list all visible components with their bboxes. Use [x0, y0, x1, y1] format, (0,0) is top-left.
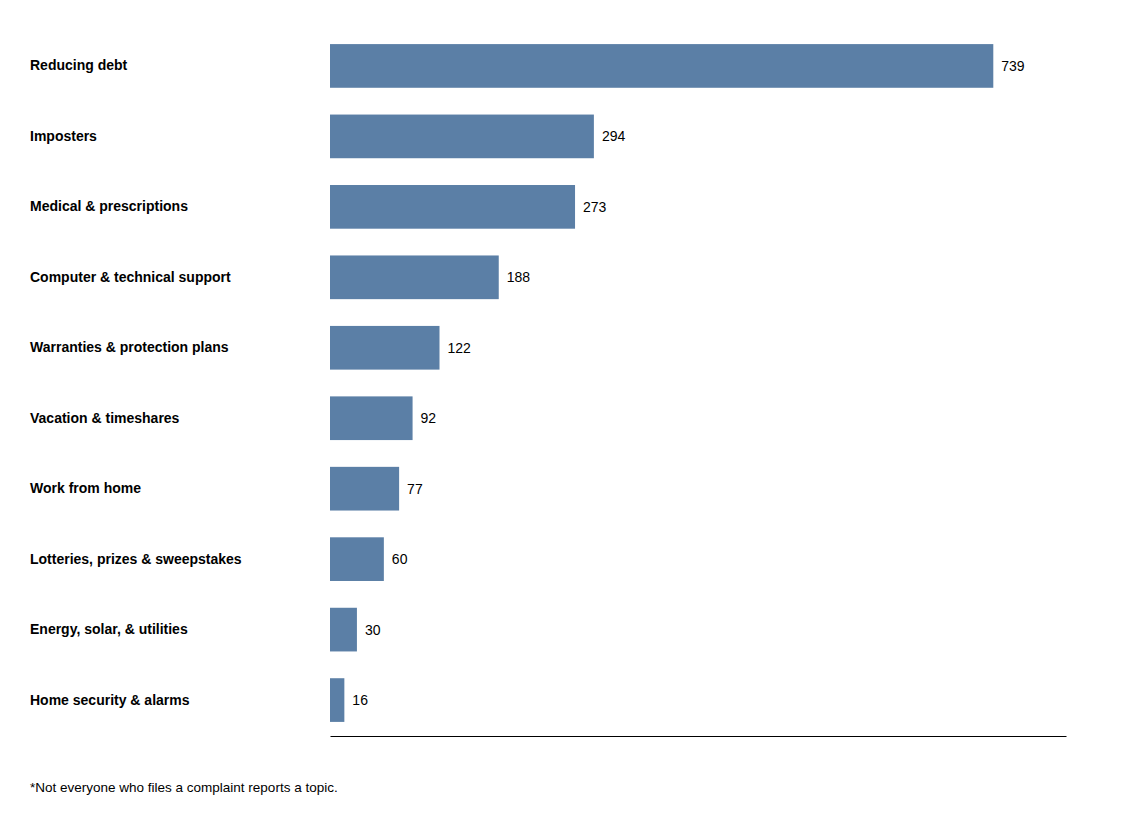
- category-label: Work from home: [30, 480, 141, 496]
- plot: 739 294 273 188 122 92 77 60 30 16 Reducing debt Im…: [30, 44, 1067, 736]
- y-tick: Work from home: [30, 480, 330, 496]
- data-label: 739: [1001, 58, 1025, 74]
- bar: [330, 678, 344, 722]
- y-tick: Lotteries, prizes & sweepstakes: [30, 551, 330, 567]
- y-tick: Computer & technical support: [30, 269, 330, 285]
- x-axis: [331, 736, 1067, 737]
- footnote: *Not everyone who files a complaint repo…: [30, 780, 338, 795]
- bar: [330, 255, 499, 299]
- data-label: 273: [583, 199, 607, 215]
- category-label: Reducing debt: [30, 57, 128, 73]
- bar: [330, 115, 594, 159]
- bar: [330, 608, 357, 652]
- category-label: Imposters: [30, 128, 97, 144]
- y-tick: Vacation & timeshares: [30, 410, 330, 426]
- y-tick: Imposters: [30, 128, 330, 144]
- category-label: Warranties & protection plans: [30, 339, 229, 355]
- category-label: Home security & alarms: [30, 692, 190, 708]
- data-label: 30: [365, 622, 381, 638]
- data-label: 92: [421, 410, 437, 426]
- data-label: 188: [507, 269, 531, 285]
- data-label: 60: [392, 551, 408, 567]
- y-tick: Warranties & protection plans: [30, 339, 330, 355]
- category-label: Vacation & timeshares: [30, 410, 180, 426]
- y-tick: Energy, solar, & utilities: [30, 621, 330, 637]
- bar: [330, 396, 413, 440]
- bars: [330, 44, 993, 722]
- category-label: Computer & technical support: [30, 269, 231, 285]
- annotations: *Not everyone who files a complaint repo…: [30, 780, 338, 795]
- bar: [330, 467, 399, 511]
- bar: [330, 44, 993, 88]
- data-label: 77: [407, 481, 423, 497]
- data-label: 294: [602, 128, 626, 144]
- y-tick: Home security & alarms: [30, 692, 330, 708]
- bar: [330, 185, 575, 229]
- y-axis: Reducing debt Imposters Medical & prescrip…: [30, 57, 330, 707]
- data-label: 122: [448, 340, 472, 356]
- data-label: 16: [352, 692, 368, 708]
- category-label: Medical & prescriptions: [30, 198, 188, 214]
- y-tick: Medical & prescriptions: [30, 198, 330, 214]
- bar: [330, 326, 440, 370]
- category-label: Energy, solar, & utilities: [30, 621, 188, 637]
- x-axis-line: [331, 736, 1067, 737]
- y-tick: Reducing debt: [30, 57, 330, 73]
- category-label: Lotteries, prizes & sweepstakes: [30, 551, 242, 567]
- chart: 739 294 273 188 122 92 77 60 30 16 Reducing debt Im…: [0, 0, 1136, 816]
- data-labels: 739 294 273 188 122 92 77 60 30 16: [352, 58, 1025, 708]
- bar: [330, 537, 384, 581]
